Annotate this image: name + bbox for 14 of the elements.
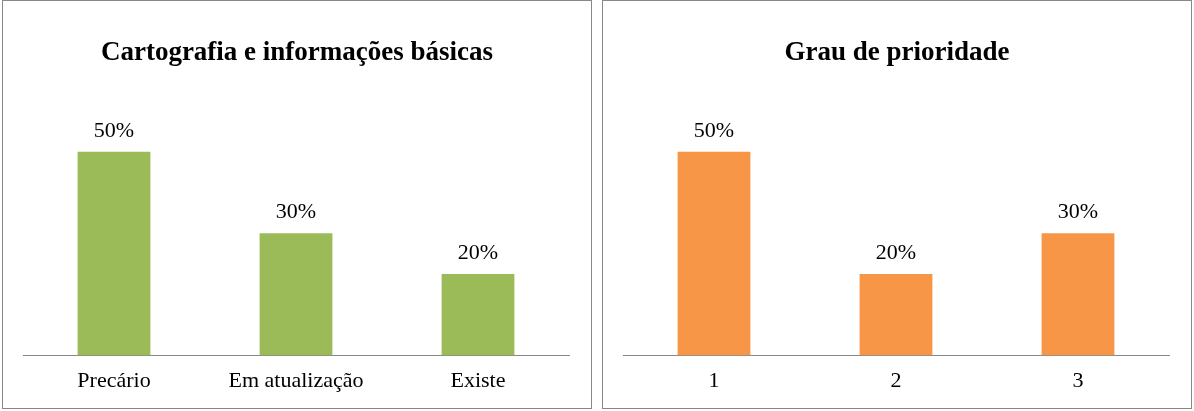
x-tick-label: Existe bbox=[450, 366, 506, 392]
data-label: 20% bbox=[875, 238, 917, 264]
chart-title: Cartografia e informações básicas bbox=[99, 35, 495, 68]
data-label: 30% bbox=[1057, 198, 1099, 224]
x-tick-label: 2 bbox=[890, 366, 902, 392]
data-label: 50% bbox=[93, 116, 135, 142]
data-label: 50% bbox=[693, 116, 735, 142]
data-label: 20% bbox=[457, 238, 499, 264]
x-tick-label: 1 bbox=[708, 366, 720, 392]
x-tick-label: Precário bbox=[77, 366, 151, 392]
x-tick-label: Em atualização bbox=[228, 366, 364, 392]
x-tick-label: 3 bbox=[1072, 366, 1084, 392]
data-label: 30% bbox=[275, 198, 317, 224]
chart-title: Grau de prioridade bbox=[783, 35, 1011, 68]
